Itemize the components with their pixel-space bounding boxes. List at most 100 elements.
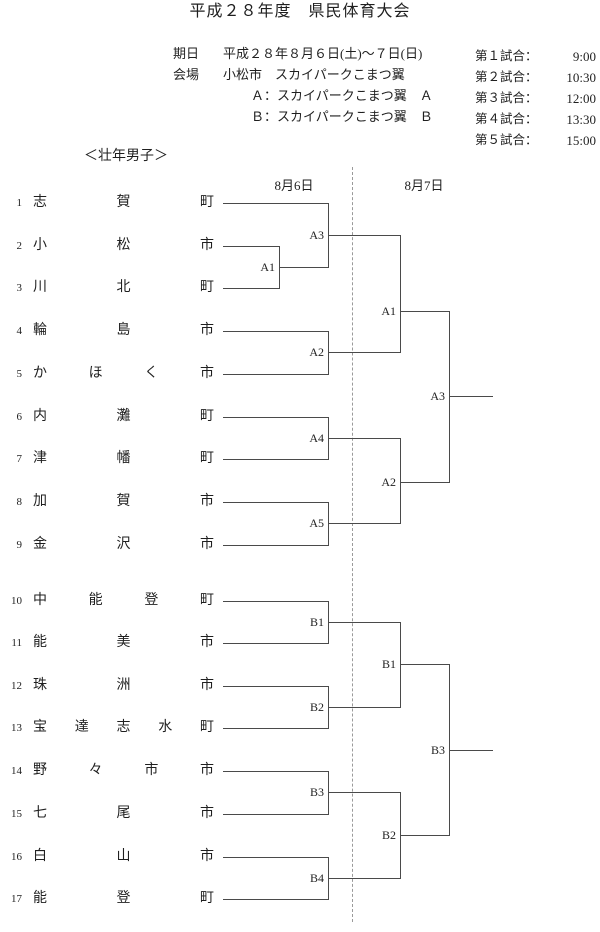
team-number: 16	[11, 851, 22, 863]
page-title: 平成２８年度 県民体育大会	[189, 3, 411, 20]
team-name: 珠洲市	[33, 678, 214, 693]
schedule-label: 第１試合：	[475, 49, 538, 63]
team-name: 宝達志水町	[33, 720, 214, 735]
match-advance-line	[328, 523, 400, 524]
match-advance-line	[279, 267, 328, 268]
team-line	[223, 288, 279, 289]
schedule-label: 第５試合：	[475, 133, 538, 147]
schedule-time: 10:30	[566, 70, 596, 85]
match-label: B4	[309, 871, 324, 885]
team-name: かほく市	[33, 366, 214, 381]
match-bracket-vertical	[400, 235, 401, 353]
team-name: 野々市市	[33, 763, 214, 778]
match-label: A3	[430, 389, 445, 403]
team-name: 金沢市	[33, 537, 214, 552]
team-number: 3	[16, 282, 23, 294]
match-label: A2	[309, 345, 324, 359]
match-label: A1	[260, 260, 275, 274]
match-label: A1	[381, 304, 396, 318]
schedule-row: 第５試合： 15:00	[475, 130, 596, 151]
team-number: 1	[16, 197, 23, 209]
team-number: 13	[11, 722, 22, 734]
day-divider-line	[352, 167, 353, 922]
schedule-time: 9:00	[572, 49, 596, 64]
schedule-time: 12:00	[566, 91, 596, 106]
team-name: 能美市	[33, 635, 214, 650]
team-name: 小松市	[33, 238, 214, 253]
match-advance-line	[328, 438, 400, 439]
team-line	[223, 771, 328, 772]
date-value: 平成２８年８月６日(土)～７日(日)	[223, 46, 423, 61]
day1-column-header: 8月6日	[274, 178, 314, 193]
match-label: B3	[309, 785, 324, 799]
match-advance-line	[328, 707, 400, 708]
team-line	[223, 545, 328, 546]
team-name: 川北町	[33, 280, 214, 295]
team-name: 中能登町	[33, 593, 214, 608]
schedule-time: 15:00	[566, 133, 596, 148]
team-name: 加賀市	[33, 494, 214, 509]
court-b-label: Ｂ：スカイパークこまつ翼 Ｂ	[251, 109, 433, 124]
match-label: A5	[309, 516, 324, 530]
match-label: A4	[309, 431, 324, 445]
match-bracket-vertical	[400, 622, 401, 708]
team-number: 6	[16, 411, 23, 423]
team-number: 4	[16, 325, 23, 337]
match-label: B1	[381, 657, 396, 671]
schedule-row: 第１試合： 9:00	[475, 46, 596, 67]
schedule-label: 第２試合：	[475, 70, 538, 84]
team-line	[223, 643, 328, 644]
match-label: B2	[381, 828, 396, 842]
team-number: 8	[16, 496, 23, 508]
match-bracket-vertical	[328, 331, 329, 375]
day2-column-header: 8月7日	[404, 178, 444, 193]
team-number: 5	[16, 368, 23, 380]
team-name: 七尾市	[33, 806, 214, 821]
schedule-label: 第３試合：	[475, 91, 538, 105]
date-label: 期日	[173, 46, 200, 61]
venue-value: 小松市 スカイパークこまつ翼	[223, 67, 405, 82]
team-name: 能登町	[33, 891, 214, 906]
team-line	[223, 502, 328, 503]
schedule-time: 13:30	[566, 112, 596, 127]
schedule-label: 第４試合：	[475, 112, 538, 126]
match-advance-line	[400, 835, 449, 836]
schedule-row: 第２試合： 10:30	[475, 67, 596, 88]
team-line	[223, 459, 328, 460]
team-number: 9	[16, 539, 23, 551]
match-advance-line	[400, 664, 449, 665]
team-number: 14	[11, 765, 22, 777]
match-advance-line	[328, 792, 400, 793]
team-line	[223, 728, 328, 729]
team-number: 10	[11, 595, 22, 607]
schedule-row: 第３試合： 12:00	[475, 88, 596, 109]
team-line	[223, 857, 328, 858]
match-advance-line	[400, 482, 449, 483]
match-bracket-vertical	[449, 311, 450, 483]
team-number: 12	[11, 680, 22, 692]
team-line	[223, 331, 328, 332]
team-name: 津幡町	[33, 451, 214, 466]
team-number: 7	[16, 453, 23, 465]
team-name: 白山市	[33, 849, 214, 864]
match-label: A3	[309, 228, 324, 242]
team-line	[223, 417, 328, 418]
team-line	[223, 203, 328, 204]
team-name: 内灘町	[33, 409, 214, 424]
match-advance-line	[328, 352, 400, 353]
match-label: B3	[430, 743, 445, 757]
match-label: B1	[309, 615, 324, 629]
match-advance-line	[328, 622, 400, 623]
section-label: ＜壮年男子＞	[84, 149, 168, 164]
match-bracket-vertical	[328, 771, 329, 815]
team-line	[223, 601, 328, 602]
match-advance-line	[449, 750, 493, 751]
match-label: B2	[309, 700, 324, 714]
match-advance-line	[400, 311, 449, 312]
team-name: 輪島市	[33, 323, 214, 338]
team-number: 15	[11, 808, 22, 820]
team-line	[223, 246, 279, 247]
match-bracket-vertical	[328, 502, 329, 546]
match-schedule: 第１試合： 9:00 第２試合： 10:30 第３試合： 12:00 第４試合： 13:30 第…	[475, 46, 596, 151]
